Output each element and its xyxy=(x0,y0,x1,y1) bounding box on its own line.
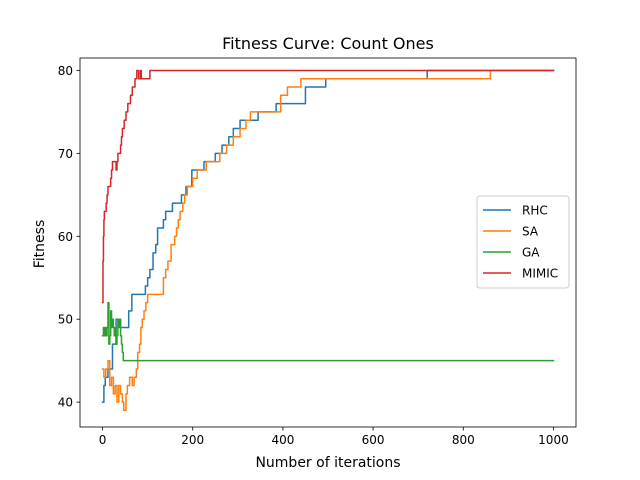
y-tick-label: 40 xyxy=(58,396,73,410)
y-tick-label: 50 xyxy=(58,313,73,327)
x-tick-label: 1000 xyxy=(538,433,569,447)
series-line-mimic xyxy=(101,69,555,304)
x-tick-label: 200 xyxy=(181,433,204,447)
series-line-sa xyxy=(101,69,555,412)
y-tick-label: 70 xyxy=(58,147,73,161)
legend-box xyxy=(476,195,570,289)
x-tick-label: 400 xyxy=(271,433,294,447)
legend-label-sa: SA xyxy=(522,225,539,239)
x-axis-label: Number of iterations xyxy=(255,455,400,471)
legend: RHC SA GA MIMIC xyxy=(476,195,570,289)
series-line-ga xyxy=(101,301,555,362)
y-axis-label: Fitness xyxy=(32,220,48,269)
y-tick-label: 60 xyxy=(58,230,73,244)
x-tick-label: 800 xyxy=(452,433,475,447)
plot-area xyxy=(79,57,577,428)
x-tick-label: 600 xyxy=(362,433,385,447)
axes-frame xyxy=(79,57,577,428)
y-tick-label: 80 xyxy=(58,64,73,78)
x-tick-label: 0 xyxy=(99,433,107,447)
legend-label-mimic: MIMIC xyxy=(522,267,558,281)
axis-ticks: 0 200 400 600 800 1000 40 50 60 70 80 xyxy=(58,64,569,447)
legend-label-rhc: RHC xyxy=(522,204,548,218)
chart-title: Fitness Curve: Count Ones xyxy=(222,34,434,53)
legend-label-ga: GA xyxy=(522,246,540,260)
